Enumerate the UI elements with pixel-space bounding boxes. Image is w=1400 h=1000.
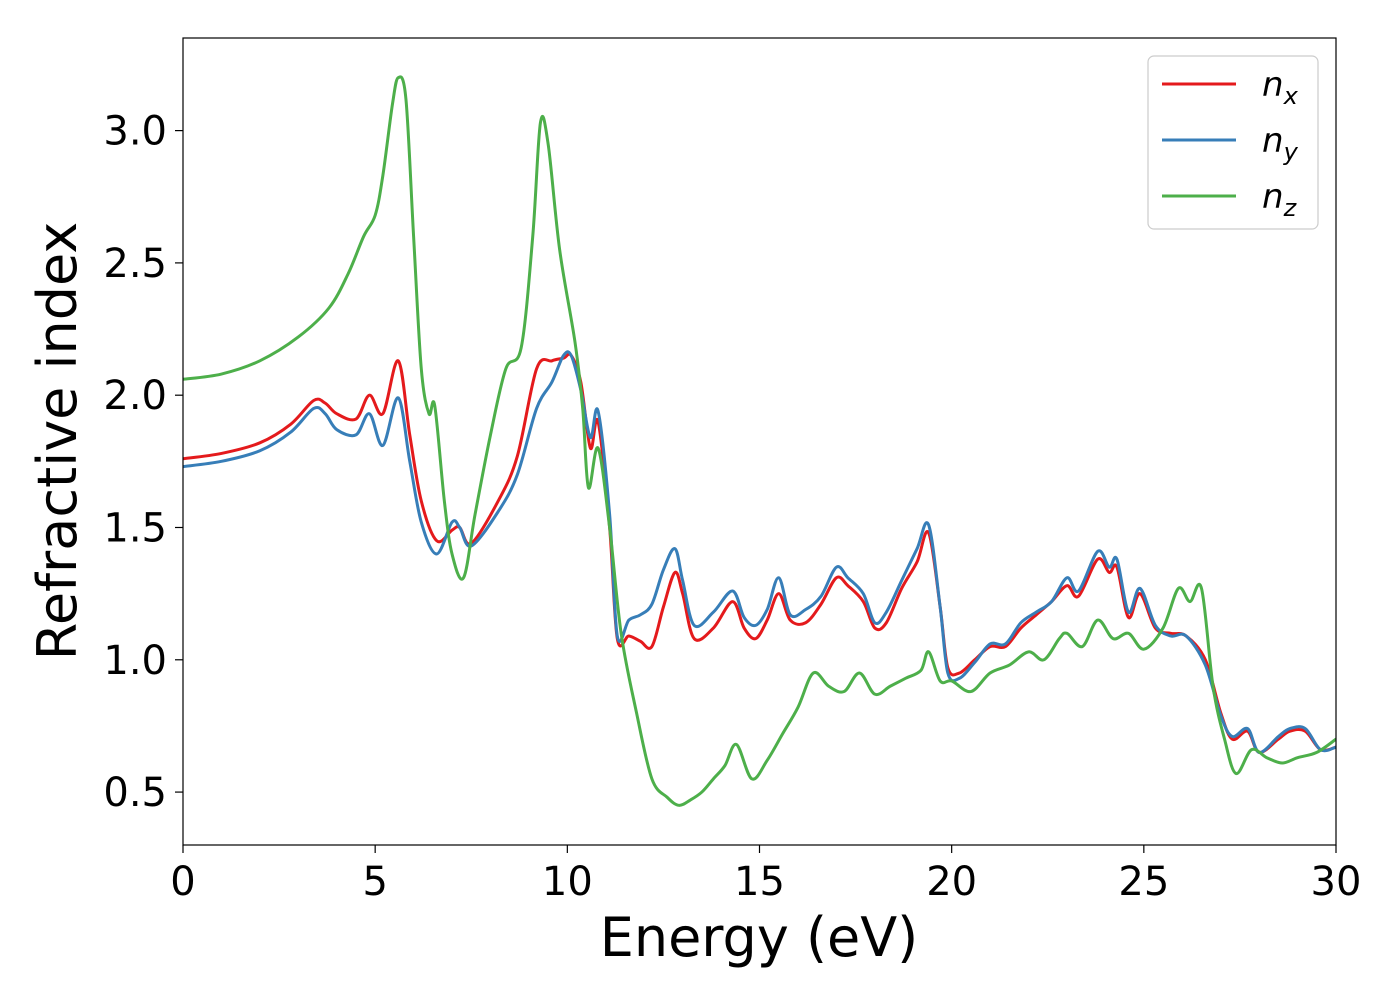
legend-box bbox=[1147, 55, 1319, 230]
series-lines bbox=[183, 75, 1336, 807]
x-tick-label: 25 bbox=[1118, 859, 1169, 905]
series-line-n-x bbox=[183, 352, 1336, 754]
y-axis-ticks: 0.5 1.0 1.5 2.0 2.5 3.0 bbox=[103, 109, 183, 816]
y-tick-label: 2.0 bbox=[103, 373, 167, 419]
x-tick-label: 15 bbox=[734, 859, 785, 905]
y-tick-label: 2.5 bbox=[103, 241, 167, 287]
y-tick-label: 1.5 bbox=[103, 505, 167, 551]
y-tick-label: 3.0 bbox=[103, 109, 167, 155]
x-tick-label: 20 bbox=[926, 859, 977, 905]
y-axis-label: Refractive index bbox=[26, 222, 89, 661]
x-tick-label: 30 bbox=[1311, 859, 1362, 905]
x-axis-label: Energy (eV) bbox=[600, 906, 919, 969]
x-tick-label: 10 bbox=[542, 859, 593, 905]
x-axis-ticks: 0 5 10 15 20 25 30 bbox=[170, 845, 1361, 905]
series-line-n-y bbox=[183, 350, 1336, 754]
x-tick-label: 5 bbox=[362, 859, 387, 905]
y-tick-label: 0.5 bbox=[103, 770, 167, 816]
y-tick-label: 1.0 bbox=[103, 638, 167, 684]
series-line-n-z bbox=[183, 75, 1336, 807]
x-tick-label: 0 bbox=[170, 859, 195, 905]
